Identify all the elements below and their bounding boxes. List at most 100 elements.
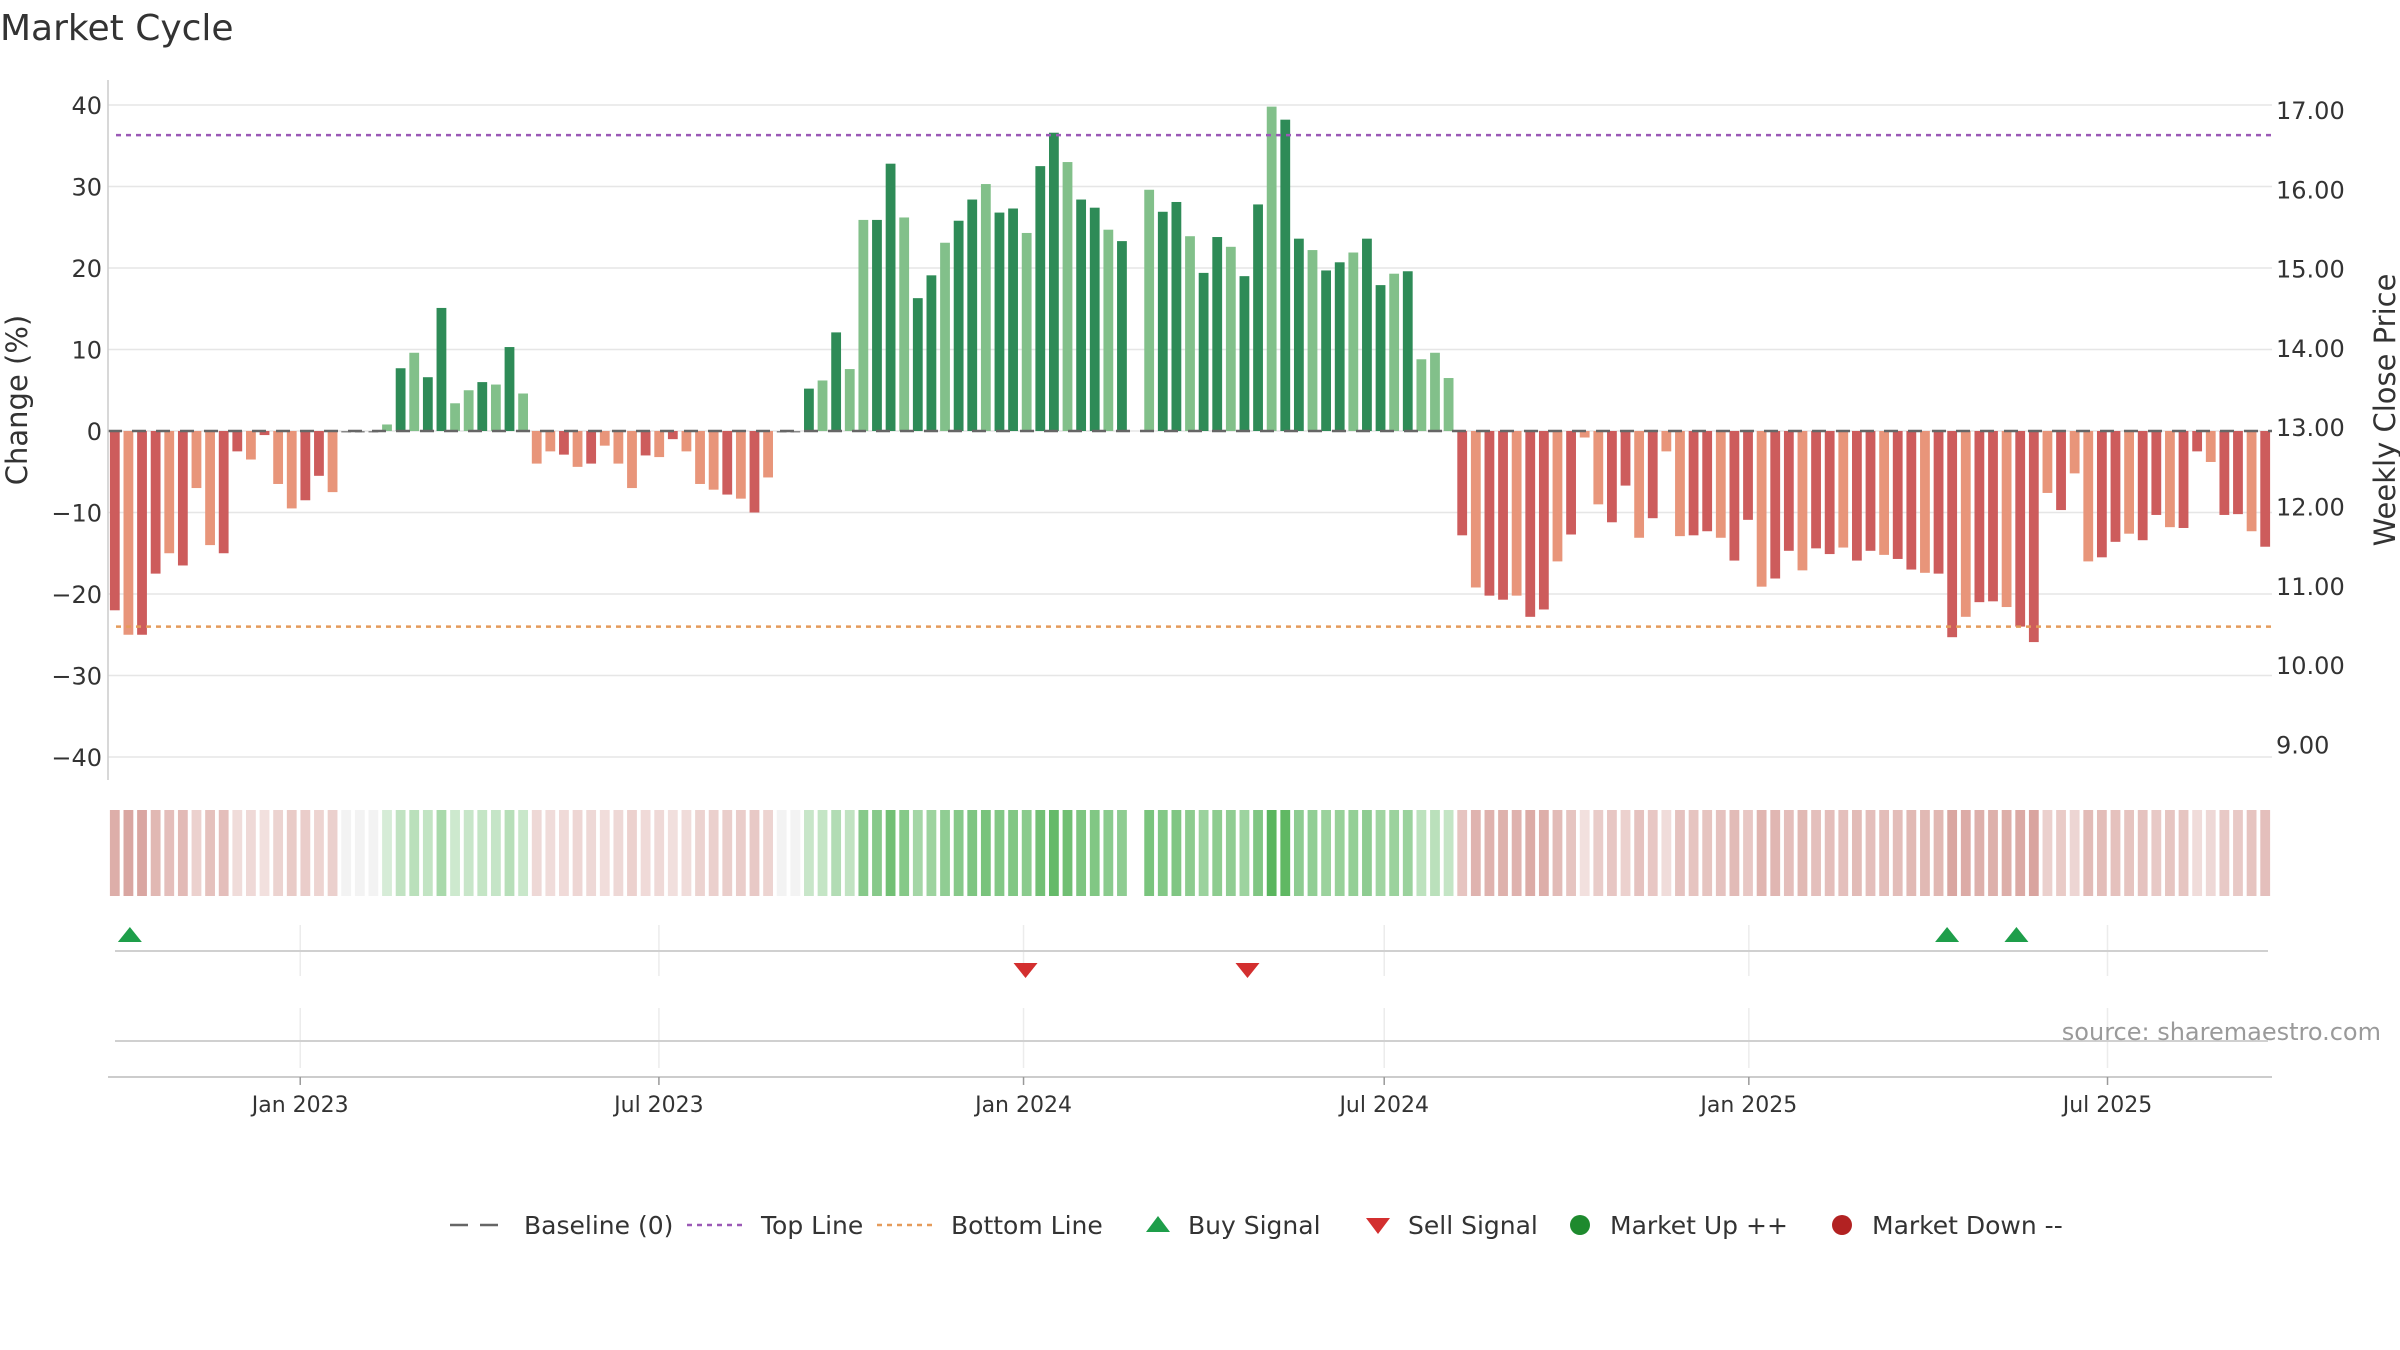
change-bar bbox=[490, 384, 501, 431]
change-bar bbox=[1484, 431, 1495, 596]
change-bar bbox=[1851, 431, 1862, 561]
heat-band-cell bbox=[980, 810, 991, 896]
change-bar bbox=[735, 431, 746, 499]
change-bar bbox=[1307, 250, 1318, 431]
x-tick-label: Jul 2023 bbox=[612, 1093, 704, 1118]
heat-band-cell bbox=[1743, 810, 1753, 896]
change-bar bbox=[2260, 431, 2271, 547]
y-tick-label: 0 bbox=[87, 418, 102, 446]
legend-label: Bottom Line bbox=[951, 1211, 1103, 1240]
change-bar bbox=[1838, 431, 1849, 548]
change-bar bbox=[177, 431, 188, 566]
source-note: source: sharemaestro.com bbox=[2062, 1018, 2381, 1046]
heat-band-cell bbox=[1525, 810, 1536, 896]
change-bar bbox=[123, 431, 134, 635]
legend-item: Top Line bbox=[687, 1211, 863, 1240]
sell-signal-marker bbox=[1235, 963, 1260, 978]
heat-band-cell bbox=[844, 810, 855, 896]
heat-band-cell bbox=[1906, 810, 1917, 896]
heat-band-cell bbox=[1593, 810, 1604, 896]
legend-label: Market Down -- bbox=[1872, 1211, 2063, 1240]
legend-item: Baseline (0) bbox=[450, 1211, 673, 1240]
legend-swatch bbox=[1570, 1215, 1590, 1235]
legend-label: Baseline (0) bbox=[524, 1211, 673, 1240]
change-bar bbox=[422, 377, 433, 431]
change-bar bbox=[912, 298, 923, 431]
change-bar bbox=[2042, 431, 2053, 493]
heat-band-cell bbox=[2178, 810, 2189, 896]
change-bar bbox=[2069, 431, 2080, 474]
change-bar bbox=[1634, 431, 1645, 538]
heat-band-cell bbox=[2165, 810, 2175, 896]
heat-band-cell bbox=[763, 810, 773, 896]
change-bar bbox=[1280, 119, 1291, 432]
heat-band-cell bbox=[2192, 810, 2203, 896]
heat-band-cell bbox=[2137, 810, 2148, 896]
change-bar bbox=[790, 431, 801, 433]
y2-tick-label: 14.00 bbox=[2276, 335, 2345, 363]
change-bar bbox=[627, 431, 637, 489]
x-tick-label: Jul 2024 bbox=[1337, 1093, 1429, 1118]
heat-band-cell bbox=[1253, 810, 1263, 896]
heat-band-cell bbox=[1974, 810, 1985, 896]
legend-label: Market Up ++ bbox=[1610, 1211, 1788, 1240]
heat-band-cell bbox=[1879, 810, 1890, 896]
change-bar bbox=[763, 431, 773, 478]
heat-band-cell bbox=[1960, 810, 1971, 896]
heat-band-cell bbox=[137, 810, 147, 896]
heat-band-cell bbox=[1756, 810, 1767, 896]
heat-band-cell bbox=[572, 810, 583, 896]
change-bar bbox=[695, 431, 705, 484]
heat-band-cell bbox=[109, 810, 120, 896]
change-bar bbox=[1797, 431, 1808, 571]
heat-band-cell bbox=[1334, 810, 1345, 896]
change-bar bbox=[1947, 431, 1958, 638]
y-tick-label: 20 bbox=[71, 255, 102, 283]
heat-band-cell bbox=[1062, 810, 1073, 896]
change-bar bbox=[586, 431, 597, 464]
heat-band-cell bbox=[654, 810, 665, 896]
heat-band-cell bbox=[1348, 810, 1359, 896]
change-bar bbox=[885, 163, 896, 431]
heat-band-cell bbox=[749, 810, 760, 896]
change-bar bbox=[1933, 431, 1944, 574]
change-bar bbox=[1552, 431, 1563, 562]
heat-band-cell bbox=[246, 810, 256, 896]
change-bar bbox=[1770, 431, 1781, 579]
heat-band-cell bbox=[164, 810, 175, 896]
change-bar bbox=[2151, 431, 2162, 515]
change-bar bbox=[2096, 431, 2107, 558]
change-bar bbox=[450, 403, 460, 431]
change-bar bbox=[613, 431, 624, 464]
change-bar bbox=[1470, 431, 1481, 588]
heat-band-cell bbox=[286, 810, 297, 896]
change-bar bbox=[232, 431, 243, 452]
change-bar bbox=[327, 431, 338, 493]
heat-band-cell bbox=[1443, 810, 1454, 896]
change-bar bbox=[1185, 236, 1195, 431]
heat-band-cell bbox=[1008, 810, 1018, 896]
heat-band-cell bbox=[1838, 810, 1849, 896]
change-bar bbox=[1062, 162, 1073, 432]
chart-title: Market Cycle bbox=[0, 8, 234, 49]
heat-band-cell bbox=[1035, 810, 1046, 896]
heat-band-cell bbox=[708, 810, 719, 896]
heat-band-cell bbox=[1634, 810, 1645, 896]
change-bar bbox=[1253, 204, 1263, 431]
heat-band-cell bbox=[1620, 810, 1631, 896]
change-bar bbox=[205, 431, 215, 546]
y-tick-label: −40 bbox=[51, 744, 102, 772]
heat-band-cell bbox=[912, 810, 923, 896]
change-bar bbox=[2056, 431, 2066, 511]
change-bar bbox=[681, 431, 692, 452]
heat-band-cell bbox=[599, 810, 610, 896]
change-bar bbox=[899, 217, 910, 431]
heat-band-cell bbox=[1715, 810, 1726, 896]
legend-swatch bbox=[1832, 1215, 1852, 1235]
heat-band-cell bbox=[1647, 810, 1658, 896]
change-bar bbox=[1811, 431, 1821, 549]
heat-band-cell bbox=[205, 810, 215, 896]
change-bar bbox=[1293, 238, 1304, 431]
change-bar bbox=[150, 431, 161, 574]
